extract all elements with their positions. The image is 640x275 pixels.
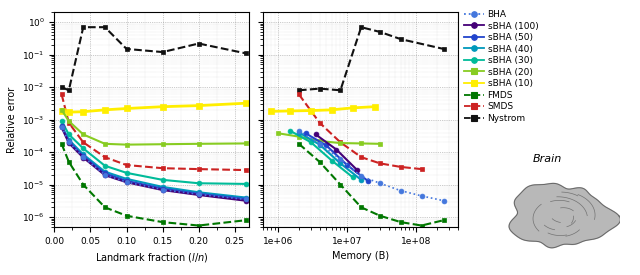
X-axis label: Memory (B): Memory (B) (332, 251, 388, 261)
Text: Brain: Brain (532, 154, 562, 164)
Legend: BHA, sBHA (100), sBHA (50), sBHA (40), sBHA (30), sBHA (20), sBHA (10), FMDS, SM: BHA, sBHA (100), sBHA (50), sBHA (40), s… (464, 10, 538, 123)
Y-axis label: Relative error: Relative error (6, 87, 17, 153)
Polygon shape (509, 183, 620, 248)
X-axis label: Landmark fraction ($l/n$): Landmark fraction ($l/n$) (95, 251, 209, 264)
